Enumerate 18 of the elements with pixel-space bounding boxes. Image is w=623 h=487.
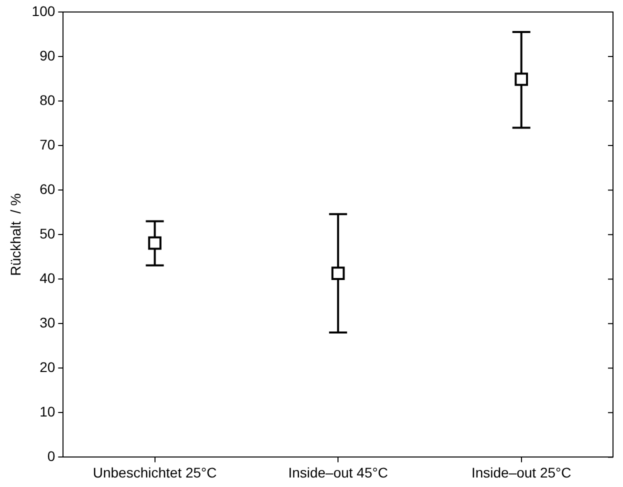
y-tick-label: 80 [40, 92, 56, 108]
y-tick-label: 10 [40, 404, 56, 420]
point [148, 236, 162, 250]
y-axis-title: Rückhalt / % [7, 193, 24, 276]
point [514, 72, 528, 86]
y-tick-label: 0 [47, 448, 56, 464]
x-tick-label: Unbeschichtet 25°C [92, 464, 217, 480]
y-tick-label: 70 [40, 136, 56, 152]
point [331, 266, 345, 280]
y-tick-label: 100 [32, 2, 56, 19]
x-tick-label: Inside–out 45°C [288, 464, 388, 480]
y-tick-label: 20 [40, 359, 56, 376]
y-tick-label: 60 [40, 180, 56, 197]
y-tick-label: 90 [40, 47, 56, 64]
x-tick-label: Inside–out 25°C [471, 464, 572, 480]
y-tick-label: 50 [40, 225, 56, 242]
y-tick-label: 30 [40, 314, 56, 330]
y-tick-label: 40 [40, 270, 56, 286]
